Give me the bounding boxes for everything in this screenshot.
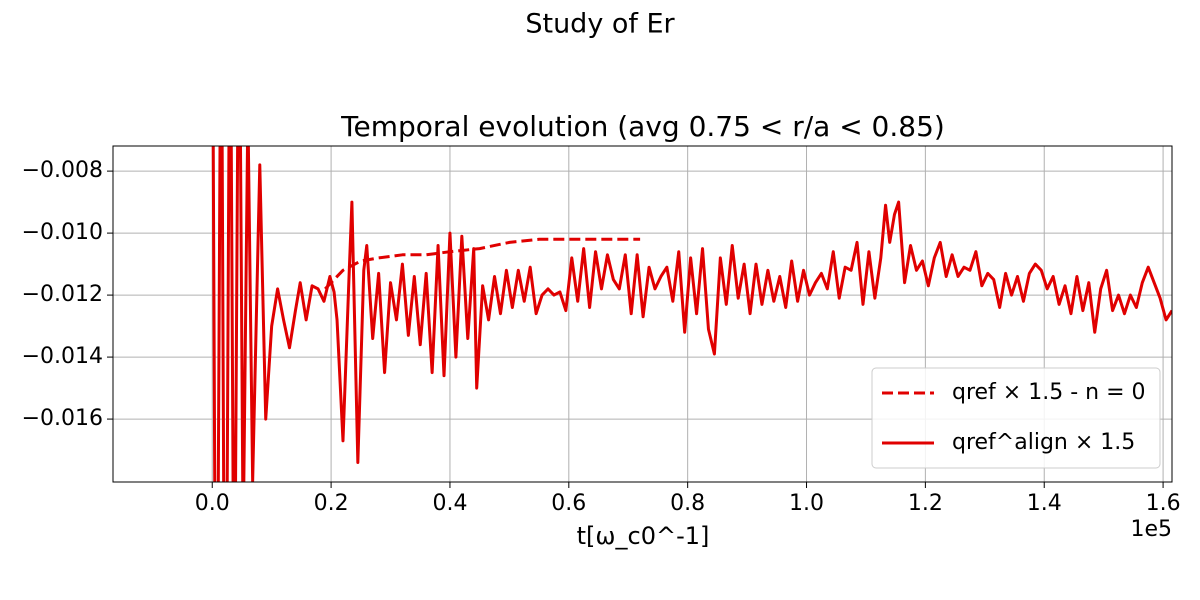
legend: qref × 1.5 - n = 0 qref^align × 1.5	[871, 367, 1161, 469]
y-tick-label: −0.010	[22, 220, 103, 245]
x-offset-label: 1e5	[1130, 517, 1172, 542]
axes-frame	[112, 145, 1173, 483]
legend-label: qref × 1.5 - n = 0	[952, 380, 1146, 405]
x-tick-label: 1.6	[1146, 491, 1181, 516]
y-tick-label: −0.014	[22, 344, 103, 369]
x-tick-label: 0.6	[551, 491, 586, 516]
y-tick-label: −0.012	[22, 282, 103, 307]
plot-area	[211, 146, 1172, 482]
x-tick-label: 1.2	[908, 491, 943, 516]
suptitle: Study of Er	[525, 9, 675, 40]
chart-title: Temporal evolution (avg 0.75 < r/a < 0.8…	[340, 110, 945, 143]
y-tick-label: −0.008	[22, 158, 103, 183]
x-axis-label: t[ω_c0^-1]	[577, 522, 710, 550]
series-line	[211, 146, 1172, 482]
legend-label: qref^align × 1.5	[952, 430, 1135, 455]
x-tick-label: 1.4	[1027, 491, 1062, 516]
y-tick-label: −0.016	[22, 406, 103, 431]
x-tick-label: 0.8	[670, 491, 705, 516]
x-tick-label: 0.0	[195, 491, 230, 516]
legend-box	[871, 367, 1161, 469]
x-tick-label: 1.0	[789, 491, 824, 516]
x-tick-label: 0.4	[432, 491, 467, 516]
x-tick-label: 0.2	[314, 491, 349, 516]
